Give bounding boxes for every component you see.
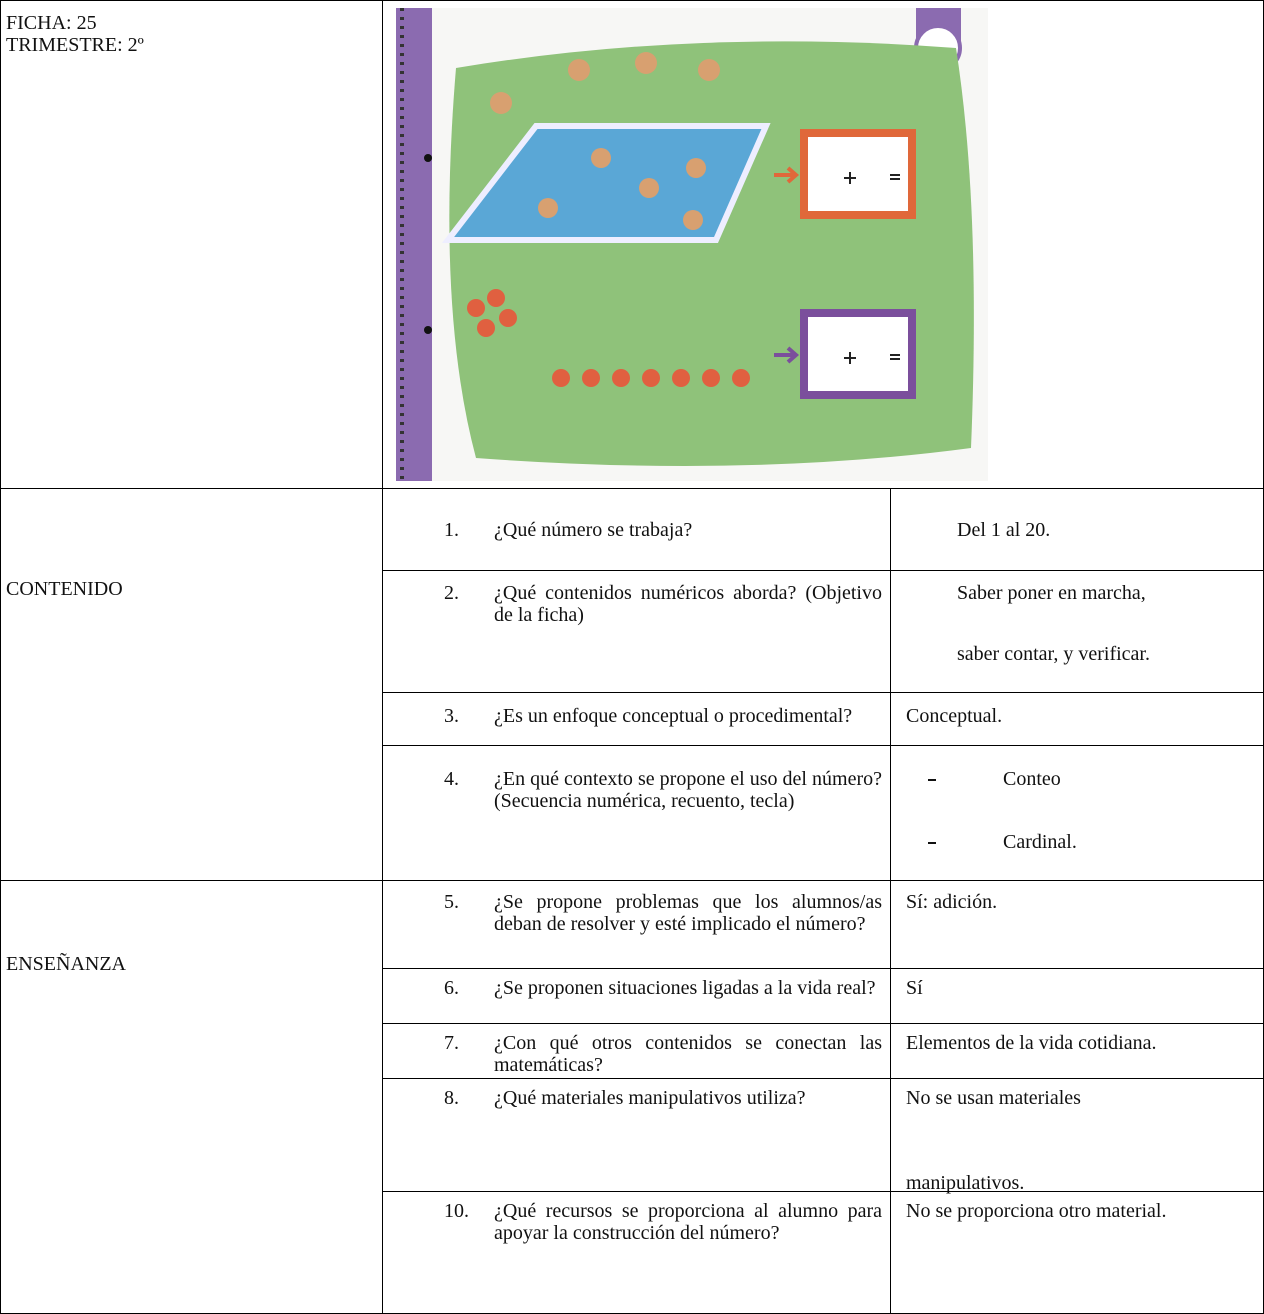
answer: Conteo [1003, 768, 1061, 790]
question: ¿Qué contenidos numéricos aborda? (Objet… [494, 582, 882, 626]
bullet [928, 779, 936, 781]
question-number: 1. [444, 519, 459, 541]
answer: saber contar, y verificar. [957, 643, 1150, 665]
question: ¿Con qué otros contenidos se conectan la… [494, 1032, 882, 1076]
answer: Saber poner en marcha, [957, 582, 1146, 604]
answer: Cardinal. [1003, 831, 1077, 853]
question-number: 5. [444, 891, 459, 913]
question-number: 6. [444, 977, 459, 999]
rule [382, 1078, 1264, 1079]
rule [382, 570, 1264, 571]
rule [0, 488, 1264, 489]
answer: manipulativos. [906, 1172, 1025, 1194]
question: ¿Qué número se trabaja? [494, 519, 693, 541]
bullet [928, 842, 936, 844]
rule [0, 0, 1, 1314]
question-number: 2. [444, 582, 459, 604]
answer: No se proporciona otro material. [906, 1200, 1167, 1222]
question-number: 10. [444, 1200, 469, 1222]
question-number: 3. [444, 705, 459, 727]
section-label: CONTENIDO [6, 578, 123, 600]
rule [382, 0, 383, 1314]
rule [382, 1023, 1264, 1024]
answer: Sí [906, 977, 923, 999]
trimestre: TRIMESTRE: 2º [6, 34, 144, 56]
question-number: 7. [444, 1032, 459, 1054]
worksheet-illustration [396, 8, 988, 481]
rule [890, 488, 891, 880]
rule [382, 1191, 1264, 1192]
rule [890, 880, 891, 1314]
question-number: 4. [444, 768, 459, 790]
ficha: FICHA: 25 [6, 12, 97, 34]
rule [0, 0, 1264, 1]
rule [382, 968, 1264, 969]
question: ¿Se propone problemas que los alumnos/as… [494, 891, 882, 935]
rule [0, 880, 1264, 881]
question: ¿Qué materiales manipulativos utiliza? [494, 1087, 806, 1109]
question: ¿Es un enfoque conceptual o procedimenta… [494, 705, 853, 727]
answer: No se usan materiales [906, 1087, 1081, 1109]
question: ¿En qué contexto se propone el uso del n… [494, 768, 882, 812]
answer: Sí: adición. [906, 891, 998, 913]
question: ¿Qué recursos se proporciona al alumno p… [494, 1200, 882, 1244]
question-number: 8. [444, 1087, 459, 1109]
rule [382, 745, 1264, 746]
question: ¿Se proponen situaciones ligadas a la vi… [494, 977, 876, 999]
answer: Del 1 al 20. [957, 519, 1051, 541]
answer: Elementos de la vida cotidiana. [906, 1032, 1157, 1054]
section-label: ENSEÑANZA [6, 953, 126, 975]
answer: Conceptual. [906, 705, 1003, 727]
rule [382, 692, 1264, 693]
